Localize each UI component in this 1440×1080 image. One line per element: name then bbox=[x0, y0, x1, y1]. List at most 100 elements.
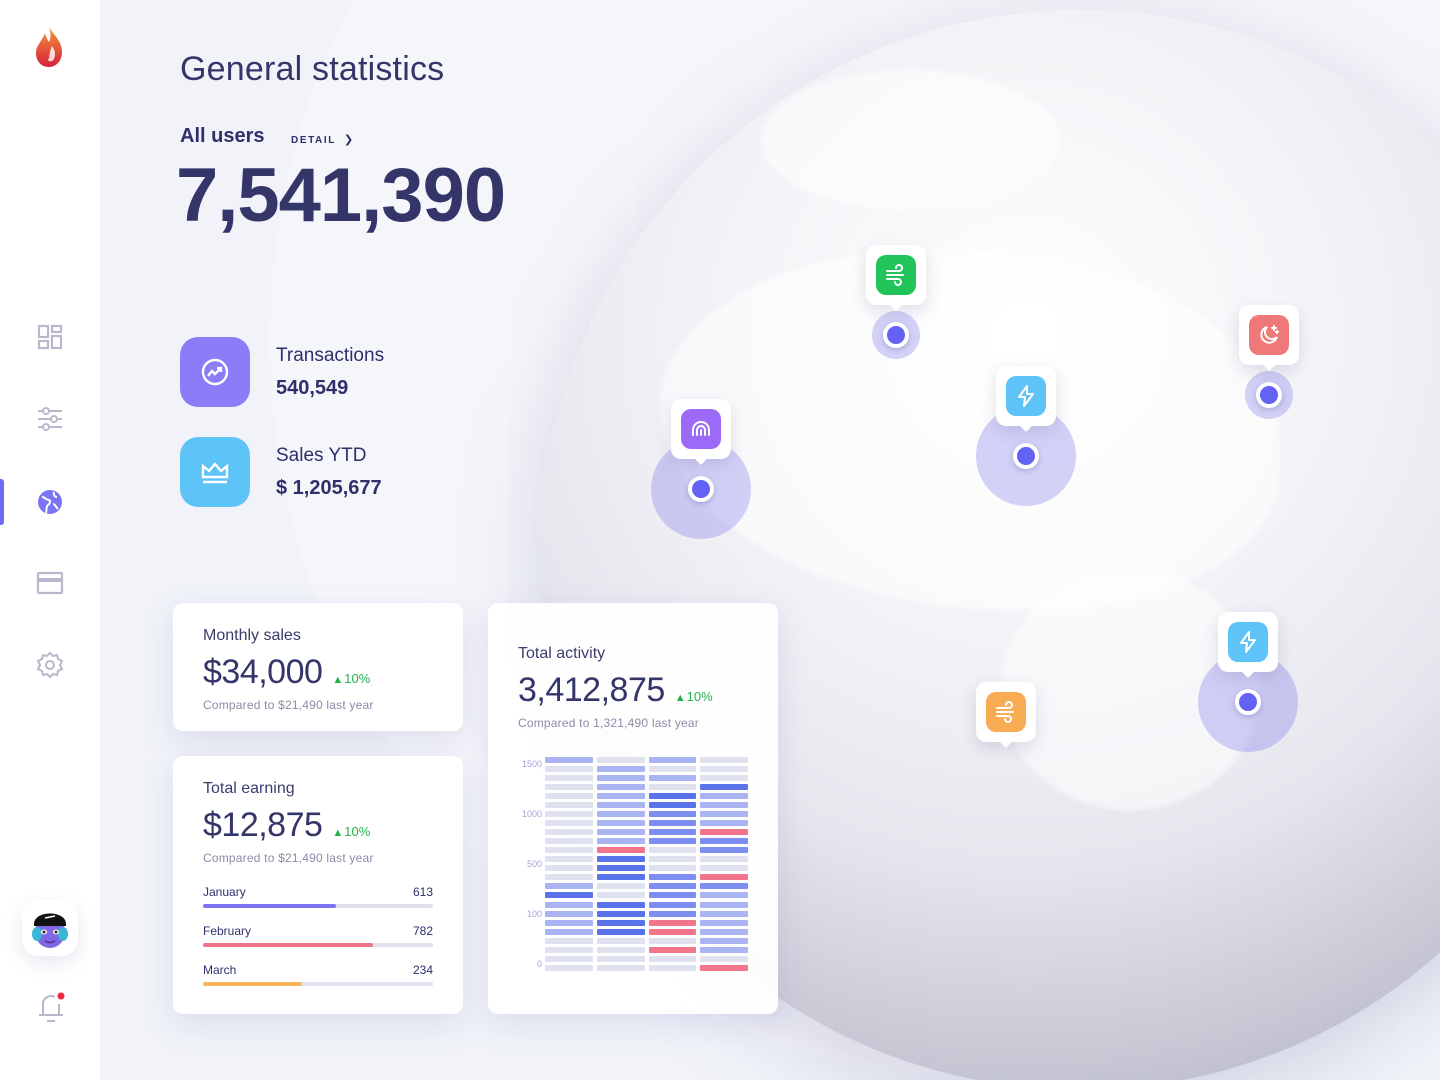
heatmap-cell[interactable] bbox=[596, 883, 645, 890]
heatmap-cell[interactable] bbox=[700, 829, 748, 836]
sidebar-item-settings[interactable] bbox=[0, 640, 100, 690]
sidebar-item-payments[interactable] bbox=[0, 558, 100, 608]
heatmap-cell[interactable] bbox=[545, 757, 593, 763]
heatmap-cell[interactable] bbox=[700, 838, 748, 845]
heatmap-cell[interactable] bbox=[648, 955, 697, 962]
heatmap-cell[interactable] bbox=[648, 874, 697, 881]
heatmap-cell[interactable] bbox=[700, 847, 748, 854]
heatmap-cell[interactable] bbox=[700, 802, 748, 809]
heatmap-cell[interactable] bbox=[700, 874, 748, 881]
heatmap-cell[interactable] bbox=[545, 919, 593, 926]
heatmap-cell[interactable] bbox=[545, 865, 593, 872]
heatmap-cell[interactable] bbox=[596, 784, 645, 791]
heatmap-cell[interactable] bbox=[700, 820, 748, 827]
heatmap-cell[interactable] bbox=[545, 784, 593, 791]
heatmap-cell[interactable] bbox=[648, 811, 697, 818]
marker-bubble[interactable] bbox=[996, 366, 1056, 432]
detail-link[interactable]: DETAIL ❯ bbox=[291, 133, 355, 146]
heatmap-cell[interactable] bbox=[700, 766, 748, 773]
heatmap-cell[interactable] bbox=[700, 910, 748, 917]
heatmap-cell[interactable] bbox=[545, 847, 593, 854]
heatmap-cell[interactable] bbox=[596, 919, 645, 926]
heatmap-cell[interactable] bbox=[596, 838, 645, 845]
heatmap-cell[interactable] bbox=[648, 829, 697, 836]
heatmap-cell[interactable] bbox=[545, 964, 593, 971]
heatmap-cell[interactable] bbox=[596, 802, 645, 809]
heatmap-cell[interactable] bbox=[596, 865, 645, 872]
heatmap-cell[interactable] bbox=[545, 802, 593, 809]
heatmap-cell[interactable] bbox=[700, 937, 748, 944]
heatmap-cell[interactable] bbox=[700, 757, 748, 763]
heatmap-cell[interactable] bbox=[648, 910, 697, 917]
marker-dot[interactable] bbox=[688, 476, 714, 502]
heatmap-cell[interactable] bbox=[648, 865, 697, 872]
heatmap-cell[interactable] bbox=[596, 811, 645, 818]
notification-bell-icon[interactable] bbox=[34, 990, 68, 1026]
heatmap-cell[interactable] bbox=[596, 793, 645, 800]
heatmap-cell[interactable] bbox=[596, 856, 645, 863]
heatmap-cell[interactable] bbox=[648, 883, 697, 890]
sidebar-item-globe[interactable] bbox=[0, 477, 100, 527]
heatmap-cell[interactable] bbox=[700, 856, 748, 863]
heatmap-cell[interactable] bbox=[545, 829, 593, 836]
heatmap-cell[interactable] bbox=[648, 901, 697, 908]
heatmap-cell[interactable] bbox=[648, 928, 697, 935]
heatmap-cell[interactable] bbox=[596, 901, 645, 908]
heatmap-cell[interactable] bbox=[700, 964, 748, 971]
total-earning-card[interactable]: Total earning $12,875 ▲10% Compared to $… bbox=[173, 756, 463, 1014]
heatmap-cell[interactable] bbox=[596, 955, 645, 962]
heatmap-cell[interactable] bbox=[648, 820, 697, 827]
marker-bubble[interactable] bbox=[1239, 305, 1299, 371]
heatmap-cell[interactable] bbox=[596, 964, 645, 971]
heatmap-cell[interactable] bbox=[648, 919, 697, 926]
heatmap-cell[interactable] bbox=[700, 901, 748, 908]
heatmap-cell[interactable] bbox=[545, 856, 593, 863]
heatmap-cell[interactable] bbox=[648, 802, 697, 809]
heatmap-cell[interactable] bbox=[648, 892, 697, 899]
activity-heatmap[interactable]: 1500 1000 500 100 0 bbox=[518, 757, 748, 971]
heatmap-cell[interactable] bbox=[596, 892, 645, 899]
marker-bubble[interactable] bbox=[1218, 612, 1278, 678]
user-avatar[interactable] bbox=[22, 900, 78, 956]
heatmap-cell[interactable] bbox=[545, 946, 593, 953]
heatmap-cell[interactable] bbox=[545, 766, 593, 773]
heatmap-cell[interactable] bbox=[596, 874, 645, 881]
heatmap-cell[interactable] bbox=[648, 937, 697, 944]
heatmap-cell[interactable] bbox=[545, 901, 593, 908]
sidebar-item-dashboard[interactable] bbox=[0, 312, 100, 362]
heatmap-cell[interactable] bbox=[596, 820, 645, 827]
heatmap-cell[interactable] bbox=[545, 793, 593, 800]
heatmap-cell[interactable] bbox=[596, 775, 645, 782]
heatmap-cell[interactable] bbox=[545, 892, 593, 899]
heatmap-cell[interactable] bbox=[545, 883, 593, 890]
heatmap-cell[interactable] bbox=[700, 811, 748, 818]
heatmap-cell[interactable] bbox=[596, 847, 645, 854]
flame-logo-icon[interactable] bbox=[30, 24, 68, 70]
heatmap-cell[interactable] bbox=[545, 820, 593, 827]
heatmap-cell[interactable] bbox=[648, 838, 697, 845]
heatmap-cell[interactable] bbox=[596, 766, 645, 773]
heatmap-cell[interactable] bbox=[700, 946, 748, 953]
heatmap-cell[interactable] bbox=[596, 829, 645, 836]
heatmap-cell[interactable] bbox=[545, 874, 593, 881]
heatmap-cell[interactable] bbox=[545, 937, 593, 944]
heatmap-cell[interactable] bbox=[596, 910, 645, 917]
heatmap-cell[interactable] bbox=[545, 955, 593, 962]
marker-dot[interactable] bbox=[883, 322, 909, 348]
heatmap-cell[interactable] bbox=[700, 775, 748, 782]
heatmap-cell[interactable] bbox=[596, 757, 645, 763]
heatmap-cell[interactable] bbox=[648, 856, 697, 863]
heatmap-cell[interactable] bbox=[700, 955, 748, 962]
monthly-sales-card[interactable]: Monthly sales $34,000 ▲10% Compared to $… bbox=[173, 603, 463, 731]
marker-bubble[interactable] bbox=[866, 245, 926, 311]
marker-bubble[interactable] bbox=[671, 399, 731, 465]
heatmap-cell[interactable] bbox=[596, 928, 645, 935]
heatmap-cell[interactable] bbox=[648, 757, 697, 763]
heatmap-cell[interactable] bbox=[700, 919, 748, 926]
heatmap-cell[interactable] bbox=[648, 964, 697, 971]
heatmap-cell[interactable] bbox=[545, 838, 593, 845]
heatmap-cell[interactable] bbox=[545, 910, 593, 917]
total-activity-card[interactable]: Total activity 3,412,875 ▲10% Compared t… bbox=[488, 603, 778, 1014]
heatmap-cell[interactable] bbox=[648, 793, 697, 800]
marker-dot[interactable] bbox=[1235, 689, 1261, 715]
